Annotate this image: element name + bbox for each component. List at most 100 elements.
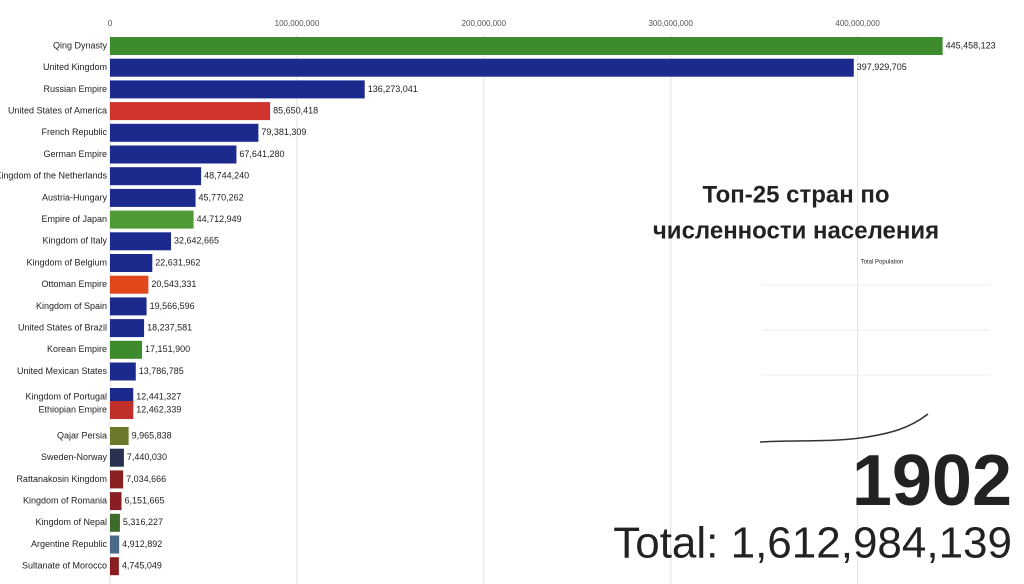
bar <box>110 492 122 511</box>
bar <box>110 167 202 186</box>
y-tick-label: United States of Brazil <box>18 322 107 332</box>
title-line: численности населения <box>653 217 939 244</box>
bar-row: Kingdom of the Netherlands 48,744,240 <box>0 167 249 186</box>
y-tick-label: Kingdom of Portugal <box>25 391 107 401</box>
y-tick-label: United States of America <box>8 105 107 115</box>
bar <box>110 275 149 294</box>
bar-row: Sweden-Norway 7,440,030 <box>41 448 167 467</box>
value-label: 7,034,666 <box>126 474 166 484</box>
value-label: 32,642,665 <box>174 236 219 246</box>
bar <box>110 210 194 229</box>
bar-row: Kingdom of Portugal 12,441,327 <box>25 388 181 406</box>
bar <box>110 319 145 338</box>
bar-row: United Mexican States 13,786,785 <box>17 362 184 381</box>
inset-title: Total Population <box>861 260 904 266</box>
y-tick-label: Kingdom of Belgium <box>26 257 107 267</box>
y-tick-label: Kingdom of the Netherlands <box>0 171 107 181</box>
value-label: 6,151,665 <box>124 495 164 505</box>
bar <box>110 254 153 272</box>
y-tick-label: Kingdom of Romania <box>23 495 107 505</box>
value-label: 9,965,838 <box>132 430 172 440</box>
bar <box>110 340 143 359</box>
title-line: Топ-25 стран по <box>702 181 889 208</box>
bar <box>110 427 129 445</box>
value-label: 5,316,227 <box>123 517 163 527</box>
bar-row: Kingdom of Italy 32,642,665 <box>42 232 219 251</box>
y-tick-label: United Mexican States <box>17 366 108 376</box>
bar-row: Ethiopian Empire 12,462,339 <box>38 401 181 419</box>
y-tick-label: Qing Dynasty <box>53 40 108 50</box>
y-tick-label: Korean Empire <box>47 344 107 354</box>
x-tick-label: 0 <box>108 19 113 28</box>
bar <box>110 401 134 419</box>
value-label: 18,237,581 <box>147 322 192 332</box>
bar-row: Kingdom of Romania 6,151,665 <box>23 492 165 511</box>
value-label: 20,543,331 <box>151 279 196 289</box>
value-label: 445,458,123 <box>946 40 996 50</box>
bar-row: Qajar Persia 9,965,838 <box>57 427 172 445</box>
bar-row: Kingdom of Spain 19,566,596 <box>36 297 195 316</box>
bar-row: Korean Empire 17,151,900 <box>47 340 190 359</box>
bar-row: Qing Dynasty 445,458,123 <box>53 37 996 55</box>
y-tick-label: United Kingdom <box>43 62 107 72</box>
value-label: 12,441,327 <box>136 391 181 401</box>
value-label: 4,912,892 <box>122 539 162 549</box>
bar <box>110 535 120 554</box>
y-tick-label: Ethiopian Empire <box>38 404 107 414</box>
value-label: 17,151,900 <box>145 344 190 354</box>
y-tick-label: Qajar Persia <box>57 430 107 440</box>
bar <box>110 123 259 142</box>
y-tick-label: Empire of Japan <box>41 214 107 224</box>
bar-row: French Republic 79,381,309 <box>41 123 306 142</box>
y-tick-label: Austria-Hungary <box>42 192 108 202</box>
x-tick-label: 100,000,000 <box>275 19 320 28</box>
y-tick-label: Rattanakosin Kingdom <box>16 474 107 484</box>
year: 1902 <box>852 441 1012 521</box>
y-tick-label: German Empire <box>43 149 107 159</box>
bar-row: Argentine Republic 4,912,892 <box>31 535 162 554</box>
value-label: 85,650,418 <box>273 105 318 115</box>
value-label: 44,712,949 <box>197 214 242 224</box>
x-tick-label: 200,000,000 <box>462 19 507 28</box>
value-label: 79,381,309 <box>261 127 306 137</box>
bar-row: Rattanakosin Kingdom 7,034,666 <box>16 470 166 489</box>
bar <box>110 470 124 489</box>
bar-row: Kingdom of Nepal 5,316,227 <box>35 513 163 532</box>
bar <box>110 80 365 99</box>
bar <box>110 448 124 467</box>
y-tick-label: Kingdom of Nepal <box>35 517 107 527</box>
bar <box>110 58 854 77</box>
value-label: 136,273,041 <box>368 84 418 94</box>
bar-row: Kingdom of Belgium 22,631,962 <box>26 254 200 272</box>
value-label: 4,745,049 <box>122 561 162 571</box>
value-label: 397,929,705 <box>857 62 907 72</box>
y-tick-label: Russian Empire <box>43 84 107 94</box>
bar-row: Austria-Hungary 45,770,262 <box>42 188 244 207</box>
bar <box>110 145 237 164</box>
total: Total: 1,612,984,139 <box>613 519 1012 568</box>
value-label: 67,641,280 <box>239 149 284 159</box>
bar-row: German Empire 67,641,280 <box>43 145 284 164</box>
bar <box>110 513 120 532</box>
bar-row: United Kingdom 397,929,705 <box>43 58 907 77</box>
x-tick-label: 300,000,000 <box>648 19 693 28</box>
bar-row: United States of Brazil 18,237,581 <box>18 319 192 338</box>
value-label: 48,744,240 <box>204 171 249 181</box>
bar <box>110 37 943 55</box>
value-label: 45,770,262 <box>199 192 244 202</box>
bar <box>110 232 172 251</box>
value-label: 13,786,785 <box>139 366 184 376</box>
value-label: 12,462,339 <box>136 404 181 414</box>
bar-row: Empire of Japan 44,712,949 <box>41 210 242 229</box>
y-tick-label: Sultanate of Morocco <box>22 561 107 571</box>
x-tick-label: 400,000,000 <box>835 19 880 28</box>
inset-line <box>759 413 929 443</box>
bar-row: Russian Empire 136,273,041 <box>43 80 418 99</box>
bar <box>110 557 119 576</box>
bar <box>110 188 196 207</box>
bar <box>110 297 147 316</box>
bar <box>110 102 271 121</box>
bar-row: Sultanate of Morocco 4,745,049 <box>22 557 162 576</box>
